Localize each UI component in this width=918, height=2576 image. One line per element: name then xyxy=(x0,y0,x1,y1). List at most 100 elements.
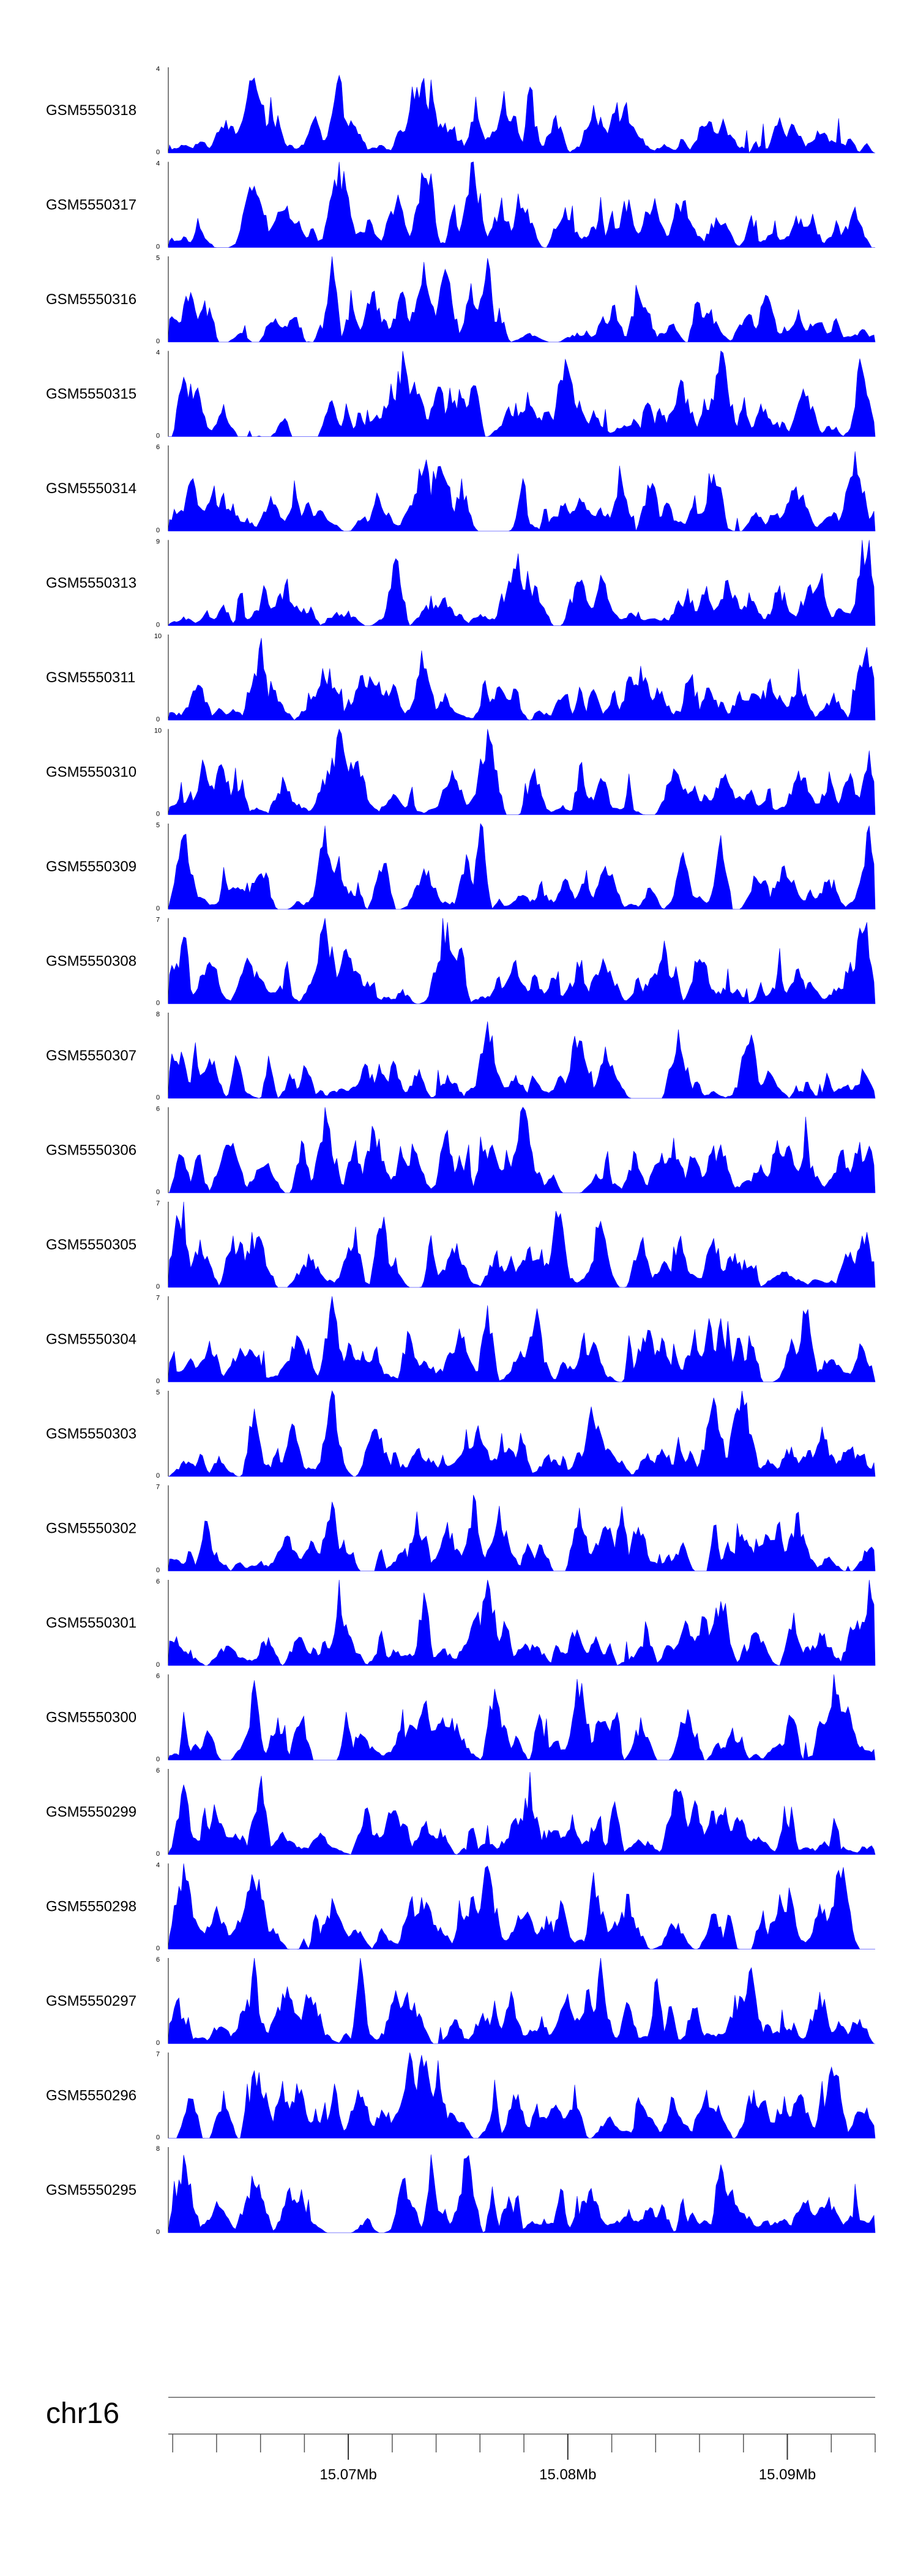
coverage-area xyxy=(168,1957,875,2044)
track-label: GSM5550304 xyxy=(46,1331,136,1348)
track-label: GSM5550298 xyxy=(46,1899,136,1915)
track-label: GSM5550299 xyxy=(46,1804,136,1820)
track-GSM5550313: GSM5550313 9 0 xyxy=(46,538,876,629)
track-ymin-label: 0 xyxy=(156,1000,160,1007)
coverage-area xyxy=(168,1106,876,1193)
coverage-area xyxy=(168,1390,876,1477)
track-label: GSM5550314 xyxy=(46,480,136,497)
coverage-area xyxy=(168,2154,876,2233)
track-GSM5550302: GSM5550302 7 0 xyxy=(46,1484,876,1574)
track-label: GSM5550318 xyxy=(46,102,136,119)
track-GSM5550317: GSM5550317 4 0 xyxy=(46,160,875,251)
track-ymax-label: 5 xyxy=(156,255,160,262)
axis-tick-label: 15.09Mb xyxy=(759,2466,816,2483)
track-label: GSM5550306 xyxy=(46,1142,136,1159)
track-label: GSM5550307 xyxy=(46,1048,136,1064)
track-ymin-label: 0 xyxy=(156,149,160,156)
track-ymax-label: 9 xyxy=(156,538,160,546)
track-ymin-label: 0 xyxy=(156,1378,160,1385)
axis-tick-label: 15.08Mb xyxy=(539,2466,596,2483)
track-ymax-label: 4 xyxy=(156,1862,160,1869)
coverage-area xyxy=(168,74,876,154)
track-ymin-label: 0 xyxy=(156,1945,160,1952)
coverage-area xyxy=(168,918,876,1004)
track-ymax-label: 10 xyxy=(154,728,162,735)
track-label: GSM5550317 xyxy=(46,197,136,214)
tracks-layer: GSM555031840GSM555031740GSM555031650GSM5… xyxy=(46,65,876,2236)
track-ymax-label: 10 xyxy=(154,633,162,640)
coverage-area xyxy=(168,2052,876,2139)
track-GSM5550299: GSM5550299 6 0 xyxy=(46,1767,876,1858)
track-GSM5550300: GSM5550300 6 0 xyxy=(46,1673,876,1763)
track-ymin-label: 0 xyxy=(156,1283,160,1290)
track-ymax-label: 6 xyxy=(156,444,160,451)
track-label: GSM5550302 xyxy=(46,1521,136,1537)
track-ymax-label: 5 xyxy=(156,822,160,829)
track-ymin-label: 0 xyxy=(156,2039,160,2047)
track-ymax-label: 7 xyxy=(156,2051,160,2058)
coverage-area xyxy=(168,1296,876,1382)
track-label: GSM5550301 xyxy=(46,1615,136,1631)
coverage-area xyxy=(168,1579,876,1666)
track-ymin-label: 0 xyxy=(156,716,160,723)
track-label: GSM5550308 xyxy=(46,953,136,970)
axis-tick-label: 15.07Mb xyxy=(319,2466,376,2483)
track-GSM5550305: GSM5550305 7 0 xyxy=(46,1200,876,1290)
track-ymin-label: 0 xyxy=(156,811,160,818)
track-ymin-label: 0 xyxy=(156,1189,160,1196)
track-ymax-label: 6 xyxy=(156,1956,160,1964)
coverage-area xyxy=(168,451,876,532)
track-ymin-label: 0 xyxy=(156,1756,160,1763)
track-GSM5550304: GSM5550304 7 0 xyxy=(46,1295,876,1385)
track-ymax-label: 4 xyxy=(156,160,160,168)
track-label: GSM5550300 xyxy=(46,1710,136,1726)
track-label: GSM5550311 xyxy=(46,669,135,686)
track-ymin-label: 0 xyxy=(156,1567,160,1574)
track-label: GSM5550313 xyxy=(46,575,136,592)
track-ymin-label: 0 xyxy=(156,1094,160,1101)
track-GSM5550298: GSM5550298 4 0 xyxy=(46,1862,875,1952)
track-ymax-label: 7 xyxy=(156,1295,160,1302)
track-label: GSM5550295 xyxy=(46,2182,136,2198)
track-label: GSM5550303 xyxy=(46,1426,136,1442)
track-ymax-label: 7 xyxy=(156,1200,160,1207)
track-GSM5550307: GSM5550307 8 0 xyxy=(46,1011,876,1101)
coverage-area xyxy=(168,1674,876,1761)
track-ymin-label: 0 xyxy=(156,1661,160,1669)
coverage-area xyxy=(168,1863,875,1949)
track-ymax-label: 4 xyxy=(156,65,160,73)
track-label: GSM5550316 xyxy=(46,291,136,308)
track-GSM5550295: GSM5550295 8 0 xyxy=(46,2145,876,2236)
track-ymax-label: 4 xyxy=(156,349,160,357)
track-GSM5550309: GSM5550309 5 0 xyxy=(46,822,876,912)
coverage-area xyxy=(168,1021,876,1099)
track-label: GSM5550296 xyxy=(46,2088,136,2104)
track-ymin-label: 0 xyxy=(156,1850,160,1858)
coverage-area xyxy=(168,1495,876,1571)
track-GSM5550318: GSM5550318 4 0 xyxy=(46,65,876,156)
track-ymin-label: 0 xyxy=(156,527,160,534)
coverage-area xyxy=(168,1772,876,1855)
track-ymin-label: 0 xyxy=(156,2134,160,2142)
track-GSM5550296: GSM5550296 7 0 xyxy=(46,2051,876,2142)
track-GSM5550301: GSM5550301 6 0 xyxy=(46,1578,876,1669)
coverage-area xyxy=(168,638,876,721)
track-ymax-label: 8 xyxy=(156,1011,160,1018)
track-GSM5550308: GSM5550308 7 0 xyxy=(46,917,876,1007)
coverage-area xyxy=(168,823,876,910)
track-ymin-label: 0 xyxy=(156,622,160,629)
track-ymin-label: 0 xyxy=(156,1472,160,1480)
track-ymax-label: 7 xyxy=(156,1484,160,1491)
track-label: GSM5550315 xyxy=(46,386,136,403)
track-GSM5550316: GSM5550316 5 0 xyxy=(46,255,876,345)
genomic-axis: chr16 15.07Mb 15.08Mb 15.09Mb xyxy=(46,2397,876,2483)
coverage-area xyxy=(168,350,876,437)
track-ymax-label: 8 xyxy=(156,2145,160,2153)
track-ymax-label: 6 xyxy=(156,1578,160,1585)
track-GSM5550297: GSM5550297 6 0 xyxy=(46,1956,875,2047)
track-GSM5550315: GSM5550315 4 0 xyxy=(46,349,876,440)
track-ymin-label: 0 xyxy=(156,2228,160,2236)
track-GSM5550311: GSM5550311 10 0 xyxy=(46,633,876,723)
